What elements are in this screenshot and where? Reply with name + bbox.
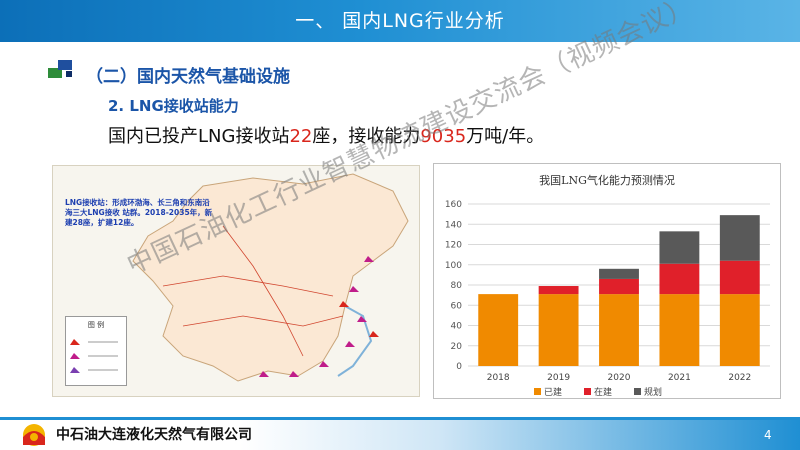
china-lng-map: LNG接收站：形成环渤海、长三角和东南沿海三大LNG接收 站群。2018-203… [52, 165, 420, 397]
footer-line [0, 417, 800, 420]
bullet-icon-dot [66, 71, 72, 77]
bar-segment [719, 215, 760, 261]
legend-label: 规划 [644, 386, 662, 398]
bar-segment [538, 286, 579, 295]
x-tick-label: 2018 [487, 373, 510, 383]
bar-segment [599, 294, 639, 366]
x-tick-label: 2021 [668, 373, 691, 383]
x-tick-label: 2022 [728, 373, 751, 383]
footer-band [0, 420, 800, 450]
terminal-marker [339, 301, 349, 307]
pipeline-line [222, 225, 304, 357]
legend-swatch [534, 388, 541, 395]
bar-segment [719, 260, 760, 295]
pipeline-line [182, 315, 344, 327]
y-tick-label: 140 [445, 220, 462, 230]
page-number: 4 [764, 428, 772, 442]
y-tick-label: 0 [456, 362, 462, 372]
bullet-icon-accent [58, 60, 72, 70]
section-subtitle: 2. LNG接收站能力 [108, 97, 239, 115]
legend-label: 在建 [594, 386, 612, 398]
bar-segment [599, 278, 639, 295]
bar-segment [659, 294, 700, 366]
bar-segment [538, 294, 579, 366]
terminal-marker [364, 256, 374, 262]
terminal-marker [345, 341, 355, 347]
x-tick-label: 2020 [608, 373, 631, 383]
bar-segment [659, 231, 700, 264]
terminal-marker [349, 286, 359, 292]
capacity-value: 9035 [420, 126, 467, 147]
legend-marker [70, 339, 80, 345]
company-name: 中石油大连液化天然气有限公司 [56, 427, 252, 443]
y-tick-label: 160 [445, 200, 462, 210]
lng-capacity-chart-panel: 我国LNG气化能力预测情况 0 20 40 60 80 100 120 140 160 2018 20… [433, 163, 781, 399]
legend-symbols [70, 339, 118, 373]
terminal-count: 22 [289, 126, 313, 147]
terminal-marker [289, 371, 299, 377]
pipeline-line [162, 275, 334, 297]
page-title: 一、 国内LNG行业分析 [295, 10, 505, 32]
terminal-marker [319, 361, 329, 367]
map-graphic [132, 173, 409, 382]
header-bar [0, 0, 800, 42]
map-note: LNG接收站：形成环渤海、长三角和东南沿海三大LNG接收 站群。2018-203… [65, 198, 213, 227]
lng-capacity-chart: 我国LNG气化能力预测情况 0 20 40 60 80 100 120 140 160 2018 20… [445, 173, 770, 398]
legend-swatch [634, 388, 641, 395]
y-tick-label: 40 [451, 322, 463, 332]
legend-marker [70, 367, 80, 373]
section-title: （二）国内天然气基础设施 [86, 67, 290, 87]
legend-marker [70, 353, 80, 359]
y-tick-label: 80 [451, 281, 463, 291]
bar-segment [659, 263, 700, 295]
legend-label: 已建 [544, 386, 562, 398]
legend-title: 图 例 [87, 321, 105, 329]
map-legend: 图 例 [65, 316, 127, 386]
summary-line: 国内已投产LNG接收站22座，接收能力9035万吨/年。 [108, 122, 544, 148]
terminal-marker [369, 331, 379, 337]
summary-prefix: 国内已投产LNG接收站 [108, 126, 290, 147]
y-tick-label: 60 [451, 301, 463, 311]
petrochina-logo-icon [23, 424, 45, 446]
terminal-marker [259, 371, 269, 377]
bar-segment [599, 268, 639, 279]
y-tick-label: 100 [445, 261, 462, 271]
chart-title: 我国LNG气化能力预测情况 [539, 173, 675, 187]
y-tick-label: 20 [451, 342, 463, 352]
bar-segment [478, 294, 519, 366]
bullet-icon [48, 68, 62, 78]
terminal-marker [357, 316, 367, 322]
coastline [337, 305, 373, 377]
legend-swatch [584, 388, 591, 395]
x-tick-label: 2019 [547, 373, 570, 383]
summary-mid: 座，接收能力 [312, 126, 421, 147]
bar-segment [719, 294, 760, 366]
summary-suffix: 万吨/年。 [466, 126, 545, 147]
y-tick-label: 120 [445, 241, 462, 251]
